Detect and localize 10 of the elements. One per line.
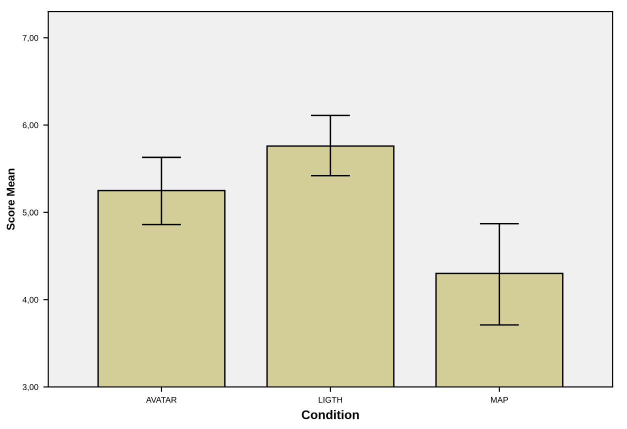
x-axis-title: Condition (302, 410, 359, 420)
x-tick-label: AVATAR (146, 396, 177, 403)
y-tick-label: 5,00 (22, 210, 38, 216)
y-tick-label: 3,00 (22, 384, 38, 392)
x-tick-label: LIGTH (318, 396, 342, 403)
y-tick-label: 7,00 (22, 34, 38, 42)
y-axis-title: Score Mean (6, 168, 15, 230)
y-tick-label: 6,00 (22, 122, 38, 130)
x-tick-label: MAP (491, 396, 508, 403)
y-tick-label: 4,00 (22, 296, 38, 304)
